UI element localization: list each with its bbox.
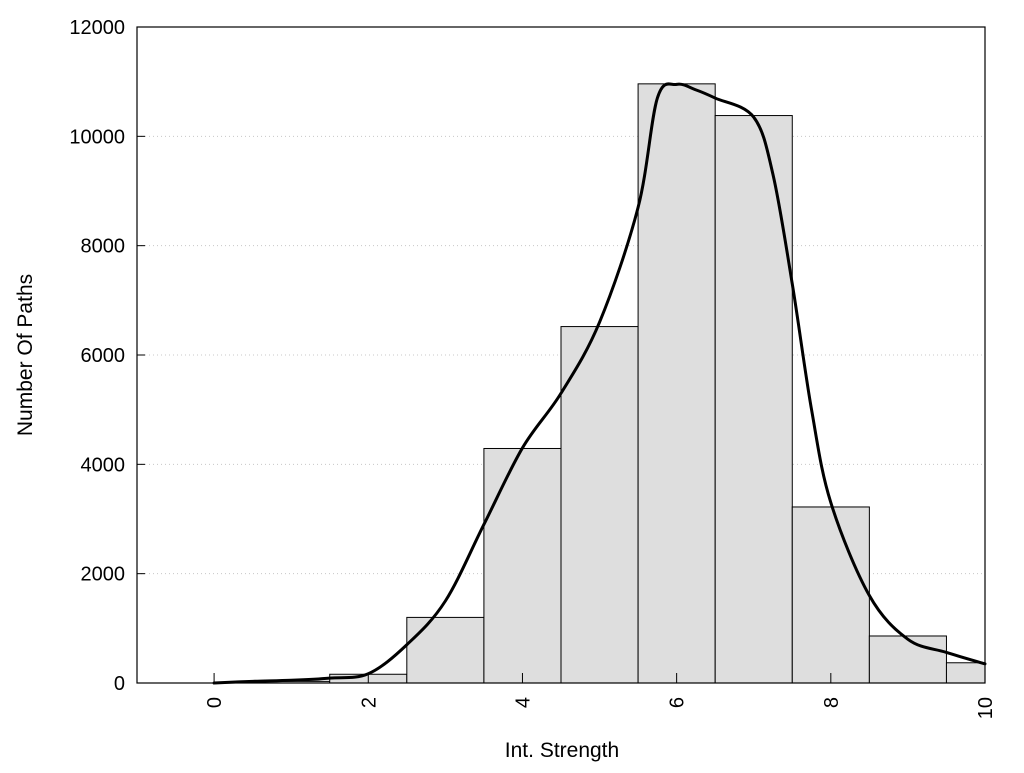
- y-axis-ticks: 0 2000 4000 6000 8000 10000 12000: [69, 17, 145, 695]
- x-tick-label: 10: [975, 697, 997, 719]
- y-tick-label: 12000: [69, 17, 125, 39]
- x-tick-label: 4: [512, 697, 534, 708]
- y-tick-label: 0: [114, 673, 125, 695]
- y-tick-label: 10000: [69, 126, 125, 148]
- histogram-bar: [637, 83, 716, 684]
- x-tick-label: 8: [821, 697, 843, 708]
- x-tick-label: 0: [204, 697, 226, 708]
- density-curve: [212, 82, 987, 685]
- y-tick-label: 4000: [81, 454, 126, 476]
- x-tick-label: 2: [358, 697, 380, 708]
- density-curve-line: [212, 82, 987, 685]
- y-tick-label: 6000: [81, 345, 126, 367]
- x-axis-title: Int. Strength: [505, 739, 619, 762]
- y-tick-label: 2000: [81, 564, 126, 586]
- histogram-bar: [483, 447, 562, 684]
- histogram-bar: [560, 326, 639, 684]
- histogram-bar: [868, 635, 947, 684]
- histogram-bar: [406, 616, 485, 684]
- y-tick-label: 8000: [81, 236, 126, 258]
- histogram-bar: [791, 506, 870, 684]
- x-axis-ticks: 0 2 4 6 8 10: [204, 673, 997, 719]
- x-tick-label: 6: [667, 697, 689, 708]
- histogram-bar: [714, 115, 793, 684]
- histogram-bars: [252, 83, 986, 684]
- histogram-bar: [945, 662, 986, 684]
- y-axis-title: Number Of Paths: [14, 274, 37, 436]
